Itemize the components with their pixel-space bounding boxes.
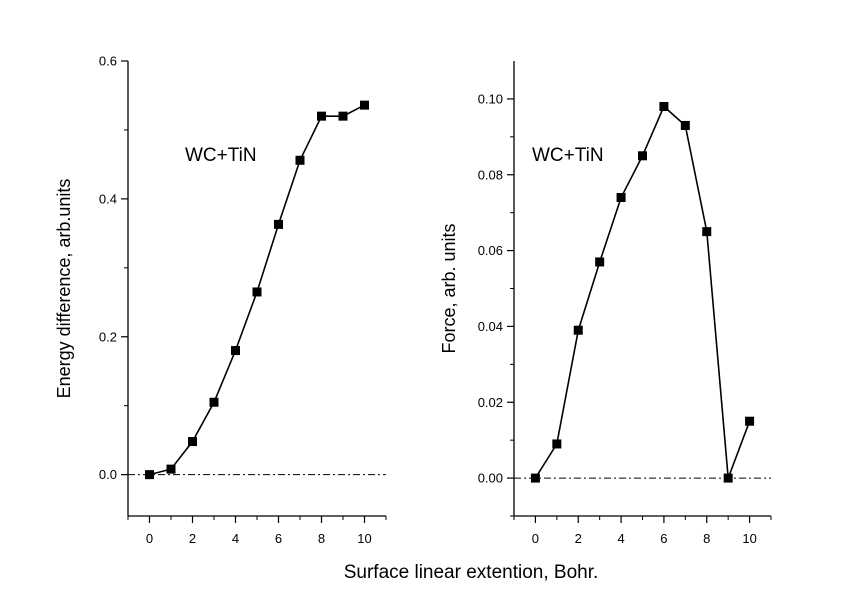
force-x-tick-label: 4: [617, 531, 624, 546]
force-y-tick-label: 0.02: [478, 395, 503, 410]
energy-x-tick-label: 6: [275, 531, 282, 546]
force-data-point: [616, 193, 626, 202]
energy-data-point: [317, 111, 326, 121]
force-y-tick-label: 0.00: [478, 471, 503, 486]
force-panel: 0.00 0.02 0.04 0.06 0.08 0.10 0 2 4 6 8 10 Force, ar…: [439, 61, 772, 546]
energy-data-point: [338, 111, 348, 121]
force-data-point: [702, 227, 712, 237]
force-x-tick-label: 2: [575, 531, 582, 546]
energy-data-point: [360, 100, 369, 110]
force-data-point: [573, 325, 583, 335]
force-data-point: [745, 416, 755, 426]
x-axis-title: Surface linear extention, Bohr.: [344, 562, 599, 583]
force-data-point: [530, 473, 540, 483]
energy-data-point: [295, 155, 305, 165]
energy-data-point: [252, 287, 262, 297]
energy-x-tick-label: 0: [146, 531, 153, 546]
force-data-point: [680, 120, 690, 130]
force-data-point: [595, 257, 605, 267]
energy-y-tick-label: 0.6: [99, 54, 117, 69]
energy-y-tick-label: 0.4: [99, 191, 117, 206]
energy-data-point: [231, 346, 240, 356]
force-y-tick-label: 0.04: [478, 319, 503, 334]
force-x-tick-label: 6: [660, 531, 667, 546]
energy-x-tick-label: 2: [189, 531, 196, 546]
energy-x-tick-label: 4: [232, 531, 239, 546]
energy-x-tick-label: 10: [357, 531, 371, 546]
energy-data-point: [166, 464, 176, 474]
force-x-tick-label: 10: [742, 531, 756, 546]
force-y-tick-label: 0.08: [478, 167, 503, 182]
force-data-point: [659, 102, 669, 111]
energy-data-point: [145, 470, 154, 480]
force-x-tick-label: 0: [532, 531, 539, 546]
energy-y-tick-label: 0.0: [99, 467, 117, 482]
energy-data-point: [188, 437, 197, 447]
force-x-tick-label: 8: [703, 531, 710, 546]
energy-y-axis-label: Energy difference, arb.units: [54, 179, 74, 399]
force-y-tick-label: 0.10: [478, 91, 503, 106]
force-data-point: [552, 439, 562, 449]
energy-x-tick-label: 8: [318, 531, 325, 546]
energy-data-point: [209, 397, 219, 407]
force-data-point: [723, 473, 733, 483]
energy-annotation: WC+TiN: [185, 145, 257, 166]
force-data-point: [638, 151, 647, 161]
force-annotation: WC+TiN: [532, 145, 604, 166]
energy-data-point: [274, 219, 283, 229]
force-y-tick-label: 0.06: [478, 243, 503, 258]
energy-y-tick-label: 0.2: [99, 329, 117, 344]
energy-panel: 0.0 0.2 0.4 0.6 0 2 4 6 8 10 Energy difference, ar…: [54, 54, 387, 546]
force-y-axis-label: Force, arb. units: [439, 223, 459, 353]
